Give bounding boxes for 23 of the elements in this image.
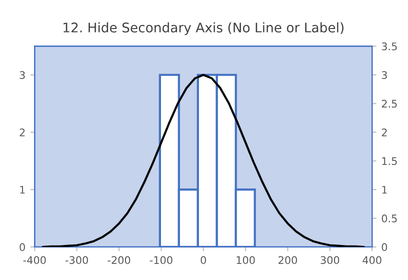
y-tick-label: 2 [20,128,25,136]
y2-tick-label: 0.5 [382,214,397,222]
x-tick-label: 300 [320,256,340,264]
x-tick-label: -300 [66,256,88,264]
x-tick-label: -200 [108,256,130,264]
y2-tick-label: 0 [382,243,388,252]
y2-tick-label: 2 [382,128,387,136]
x-tick-label: -100 [150,256,172,264]
x-tick-label: 400 [362,256,382,264]
x-tick-label: -400 [23,256,46,264]
x-tick-label: 0 [200,256,206,264]
y-tick-label: 1 [20,186,25,194]
y-tick-label: 3 [20,71,25,79]
chart-title: 12. Hide Secondary Axis (No Line or Label) [64,22,344,36]
y-tick-label: 0 [20,243,25,252]
y2-tick-label: 2.5 [382,100,397,108]
x-tick-label: 100 [236,256,255,264]
y2-tick-label: 1.5 [382,157,397,166]
line-series [42,74,365,247]
y2-tick-label: 3.5 [382,42,397,50]
y2-tick-label: 1 [382,186,387,194]
x-tick-label: 200 [278,256,297,264]
y2-tick-label: 3 [382,71,387,79]
